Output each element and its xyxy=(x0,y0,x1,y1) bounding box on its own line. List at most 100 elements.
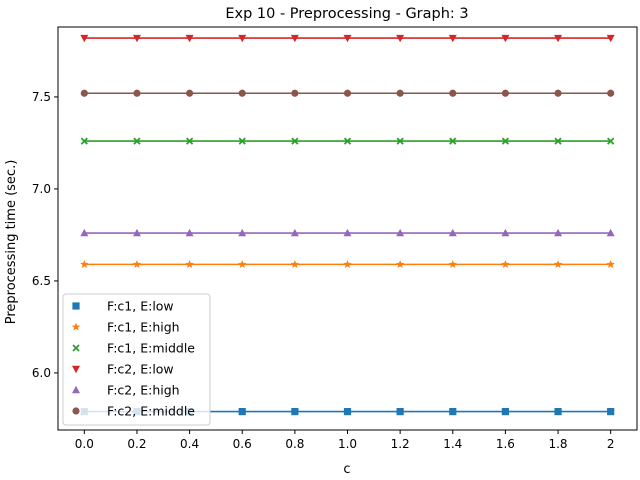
series-5-point xyxy=(501,228,510,237)
series-5-point xyxy=(132,228,141,237)
series-1-point xyxy=(501,407,510,416)
x-tick-label: 0.8 xyxy=(285,437,304,451)
series-3-point xyxy=(343,137,352,145)
series-2-point xyxy=(132,259,142,268)
legend-item: F:c1, E:middle xyxy=(72,341,195,356)
series-4-point xyxy=(554,34,563,43)
series-6-point xyxy=(133,89,141,97)
series-4-point xyxy=(448,34,457,43)
y-tick-label: 6.0 xyxy=(32,366,51,380)
series-2-point xyxy=(185,259,194,268)
legend-label: F:c2, E:high xyxy=(107,383,180,398)
series-4-point xyxy=(132,34,141,43)
series-3-point xyxy=(449,137,457,145)
series-4-point xyxy=(606,34,615,43)
series-1-point xyxy=(396,407,404,416)
series-2-point xyxy=(80,259,89,268)
series-2-point xyxy=(448,259,457,268)
series-5-point xyxy=(80,228,89,237)
x-tick-label: 1.6 xyxy=(496,437,515,451)
x-tick-label: 1.8 xyxy=(548,437,567,451)
series-2-point xyxy=(290,259,300,268)
series-6-point xyxy=(80,89,88,97)
y-tick-label: 7.0 xyxy=(32,182,51,196)
legend-label: F:c1, E:middle xyxy=(107,341,195,356)
series-6-point xyxy=(501,89,510,97)
series-3 xyxy=(80,137,615,145)
y-tick-label: 7.5 xyxy=(32,90,51,104)
series-6-point xyxy=(343,89,352,97)
series-1-point xyxy=(449,407,457,416)
plot-area xyxy=(80,34,615,416)
x-tick-label: 2 xyxy=(607,437,615,451)
chart-title: Exp 10 - Preprocessing - Graph: 3 xyxy=(225,6,468,22)
series-4-point xyxy=(290,34,299,43)
series-3-point xyxy=(133,137,141,145)
legend-item: F:c1, E:low xyxy=(72,299,174,314)
series-2-point xyxy=(238,259,247,268)
series-5-point xyxy=(396,228,405,237)
legend-marker xyxy=(72,344,80,352)
series-2-point xyxy=(501,259,510,268)
series-4-point xyxy=(501,34,510,43)
x-axis-label: c xyxy=(343,462,350,477)
legend: F:c1, E:low F:c1, E:high F:c1, E:middle F:c… xyxy=(62,293,211,426)
series-3-point xyxy=(554,137,562,145)
series-6-point xyxy=(291,89,299,97)
series-4 xyxy=(80,34,615,43)
series-2-point xyxy=(343,259,352,268)
series-2-point xyxy=(606,259,615,268)
series-5-point xyxy=(185,228,194,237)
legend-marker xyxy=(72,365,80,374)
legend-label: F:c1, E:low xyxy=(107,299,174,314)
x-tick-label: 0.2 xyxy=(127,437,146,451)
series-2-point xyxy=(395,259,405,268)
series-4-point xyxy=(343,34,352,43)
series-2-point xyxy=(553,259,563,268)
x-tick-label: 0.6 xyxy=(233,437,252,451)
series-1-point xyxy=(554,407,562,416)
series-5-point xyxy=(343,228,352,237)
series-1-point xyxy=(607,407,615,416)
series-3-point xyxy=(185,137,194,145)
series-4-point xyxy=(185,34,194,43)
series-4-point xyxy=(238,34,247,43)
series-6-point xyxy=(238,89,246,97)
x-tick-label: 1.0 xyxy=(338,437,357,451)
series-6-point xyxy=(554,89,562,97)
series-6 xyxy=(80,89,615,97)
series-5-point xyxy=(606,228,615,237)
legend-item: F:c2, E:high xyxy=(72,383,180,398)
series-5-point xyxy=(554,228,563,237)
legend-marker xyxy=(72,407,80,415)
series-3-point xyxy=(80,137,88,145)
series-6-point xyxy=(607,89,615,97)
y-tick-label: 6.5 xyxy=(32,274,51,288)
series-1-point xyxy=(238,407,246,416)
legend-marker xyxy=(71,322,81,331)
legend-box xyxy=(62,293,211,426)
legend-item: F:c2, E:low xyxy=(72,362,174,377)
legend-marker xyxy=(72,302,80,310)
series-3-point xyxy=(607,137,615,145)
series-5-point xyxy=(238,228,247,237)
series-4-point xyxy=(80,34,89,43)
series-2 xyxy=(80,259,615,268)
series-5 xyxy=(80,228,615,237)
legend-item: F:c1, E:high xyxy=(71,320,180,335)
legend-label: F:c2, E:middle xyxy=(107,404,195,419)
x-tick-label: 0.4 xyxy=(180,437,199,451)
legend-marker xyxy=(72,385,80,394)
legend-label: F:c1, E:high xyxy=(107,320,180,335)
series-3-point xyxy=(396,137,404,145)
legend-label: F:c2, E:low xyxy=(107,362,174,377)
series-5-point xyxy=(290,228,299,237)
x-tick-label: 1.2 xyxy=(391,437,410,451)
series-6-point xyxy=(449,89,457,97)
x-tick-label: 1.4 xyxy=(443,437,462,451)
series-1-point xyxy=(291,407,299,416)
legend-item: F:c2, E:middle xyxy=(72,404,195,419)
series-3-point xyxy=(501,137,510,145)
y-axis-label: Preprocessing time (sec.) xyxy=(4,160,19,325)
